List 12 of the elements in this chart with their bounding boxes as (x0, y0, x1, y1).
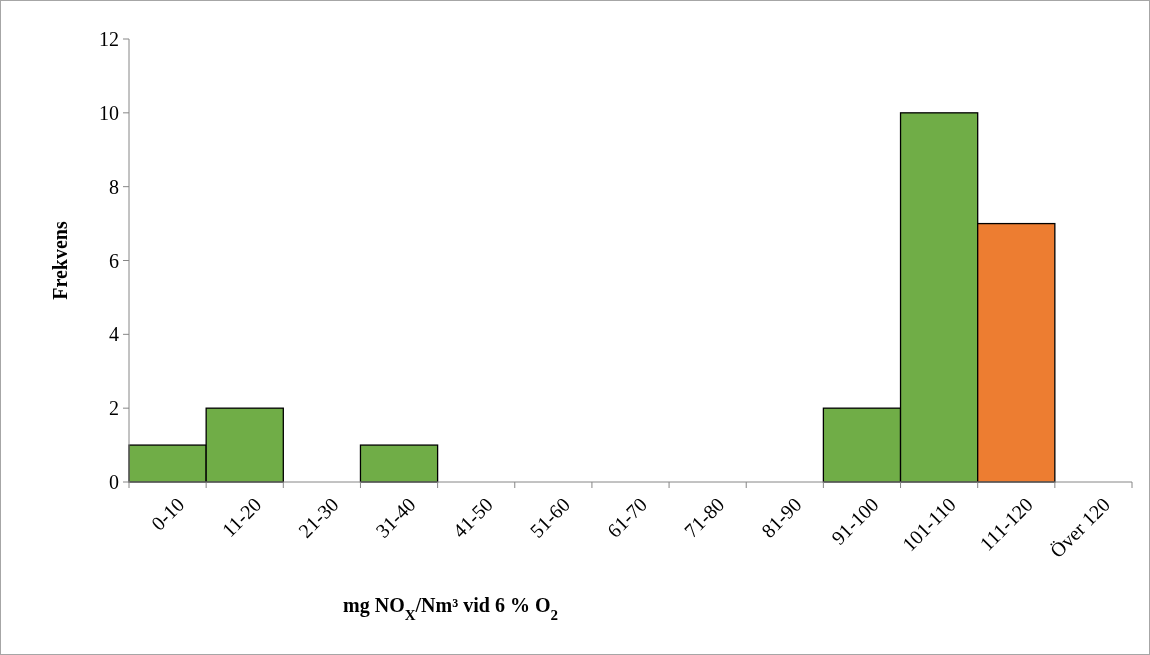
y-tick-label: 4 (109, 323, 119, 346)
x-tick-label: 0-10 (146, 493, 189, 535)
x-axis-title: mg NO$_{X}$/Nm³ vid 6 % O$_{2}$ (343, 594, 558, 623)
y-tick-label: 6 (109, 249, 119, 272)
y-tick-label: 2 (109, 397, 119, 420)
y-tick-label: 10 (99, 101, 119, 124)
y-tick-label: 0 (109, 471, 119, 493)
bar (359, 444, 439, 483)
x-tick-label: Över 120 (1045, 493, 1115, 562)
y-tick-label: 8 (109, 175, 119, 198)
y-axis-title: Frekvens (49, 221, 71, 300)
y-tick-label: 12 (99, 28, 119, 50)
